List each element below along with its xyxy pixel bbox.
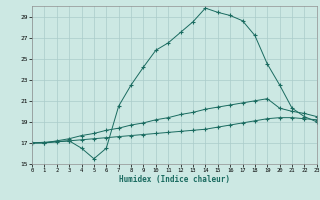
X-axis label: Humidex (Indice chaleur): Humidex (Indice chaleur) [119, 175, 230, 184]
